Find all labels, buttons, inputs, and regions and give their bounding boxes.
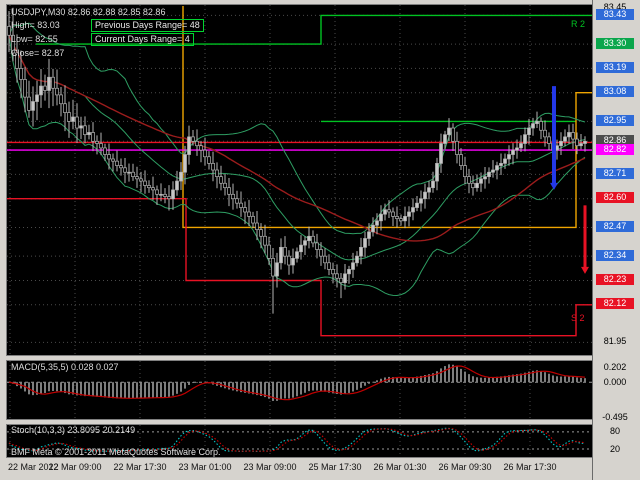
time-axis-label: 22 Mar 09:00 xyxy=(48,462,102,472)
time-axis-label: 23 Mar 01:00 xyxy=(178,462,232,472)
red-down-arrow xyxy=(581,205,589,274)
moving-average-line xyxy=(8,35,586,242)
macd-axis-label: 0.202 xyxy=(603,362,627,373)
price-axis[interactable]: 83.45 83.43 83.30 83.19 83.08 82.95 82.86 82.82… xyxy=(592,0,640,480)
price-axis-label: 83.45 xyxy=(603,1,627,12)
low-readout: Low= 82.55 xyxy=(11,34,58,44)
level-line-0 xyxy=(36,14,592,45)
time-axis-label: 26 Mar 09:30 xyxy=(438,462,492,472)
price-axis-label: 83.19 xyxy=(596,61,634,73)
stoch-axis-label: 20 xyxy=(609,443,620,454)
chart-ohlc-readout: USDJPY,M30 82.86 82.88 82.85 82.86 xyxy=(11,7,166,17)
price-axis-label: 82.34 xyxy=(596,249,634,261)
price-axis-label: 82.82 xyxy=(596,143,634,155)
price-axis-label: 81.95 xyxy=(603,335,627,346)
price-axis-label: 82.71 xyxy=(596,167,634,179)
macd-indicator-label: MACD(5,35,5) 0.028 0.027 xyxy=(11,362,119,372)
close-readout: Close= 82.87 xyxy=(11,48,65,58)
level-line-2 xyxy=(182,6,592,229)
price-axis-label: 82.60 xyxy=(596,192,634,204)
time-axis-label: 26 Mar 17:30 xyxy=(503,462,557,472)
price-axis-label: 82.95 xyxy=(596,114,634,126)
stoch-signal-line xyxy=(8,428,586,452)
time-axis[interactable]: 22 Mar 2012 22 Mar 09:00 22 Mar 17:30 23 Ma… xyxy=(0,458,592,480)
stochastic-indicator-label: Stoch(10,3,3) 23.8095 20.2149 xyxy=(11,425,136,435)
macd-axis-label: -0.495 xyxy=(602,411,628,422)
stoch-axis-label: 80 xyxy=(609,426,620,437)
macd-signal-line xyxy=(8,365,586,401)
previous-days-range-box: Previous Days Range= 48 xyxy=(91,19,204,32)
macd-axis-label: 0.000 xyxy=(603,376,627,387)
time-axis-label: 26 Mar 01:30 xyxy=(373,462,427,472)
high-readout: High= 83.03 xyxy=(11,20,60,30)
stochastic-indicator-panel[interactable]: Stoch(10,3,3) 23.8095 20.2149 BMF Meta ©… xyxy=(6,424,593,458)
time-axis-label: 23 Mar 09:00 xyxy=(243,462,297,472)
bollinger-upper-band xyxy=(8,22,586,235)
stoch-main-line xyxy=(8,427,586,452)
copyright-text: BMF Meta © 2001-2011 MetaQuotes Software… xyxy=(11,447,221,457)
stochastic-canvas[interactable] xyxy=(7,425,592,457)
price-axis-label: 82.23 xyxy=(596,273,634,285)
price-chart-canvas[interactable]: R 2 S 2 xyxy=(7,5,592,355)
pivot-label-s2: S 2 xyxy=(571,313,585,323)
current-days-range-box: Current Days Range= 4 xyxy=(91,33,194,46)
time-axis-label: 22 Mar 17:30 xyxy=(113,462,167,472)
blue-down-arrow xyxy=(550,86,558,190)
time-axis-label: 25 Mar 17:30 xyxy=(308,462,362,472)
price-axis-label: 82.47 xyxy=(596,220,634,232)
time-axis-label: 22 Mar 2012 xyxy=(8,462,59,472)
price-axis-label: 83.30 xyxy=(596,37,634,49)
price-chart-panel[interactable]: R 2 S 2 USDJPY,M30 82.86 82.88 82.85 82.8… xyxy=(6,4,593,356)
macd-histogram xyxy=(8,364,586,401)
candlesticks xyxy=(7,7,587,314)
macd-indicator-panel[interactable]: MACD(5,35,5) 0.028 0.027 xyxy=(6,360,593,420)
level-line-3 xyxy=(7,197,592,337)
pivot-label-r2: R 2 xyxy=(571,19,585,29)
macd-canvas[interactable] xyxy=(7,361,592,419)
price-axis-label: 83.08 xyxy=(596,86,634,98)
price-axis-label: 82.86 xyxy=(596,134,634,146)
price-axis-label: 83.43 xyxy=(596,8,634,20)
price-axis-label: 82.12 xyxy=(596,298,634,310)
